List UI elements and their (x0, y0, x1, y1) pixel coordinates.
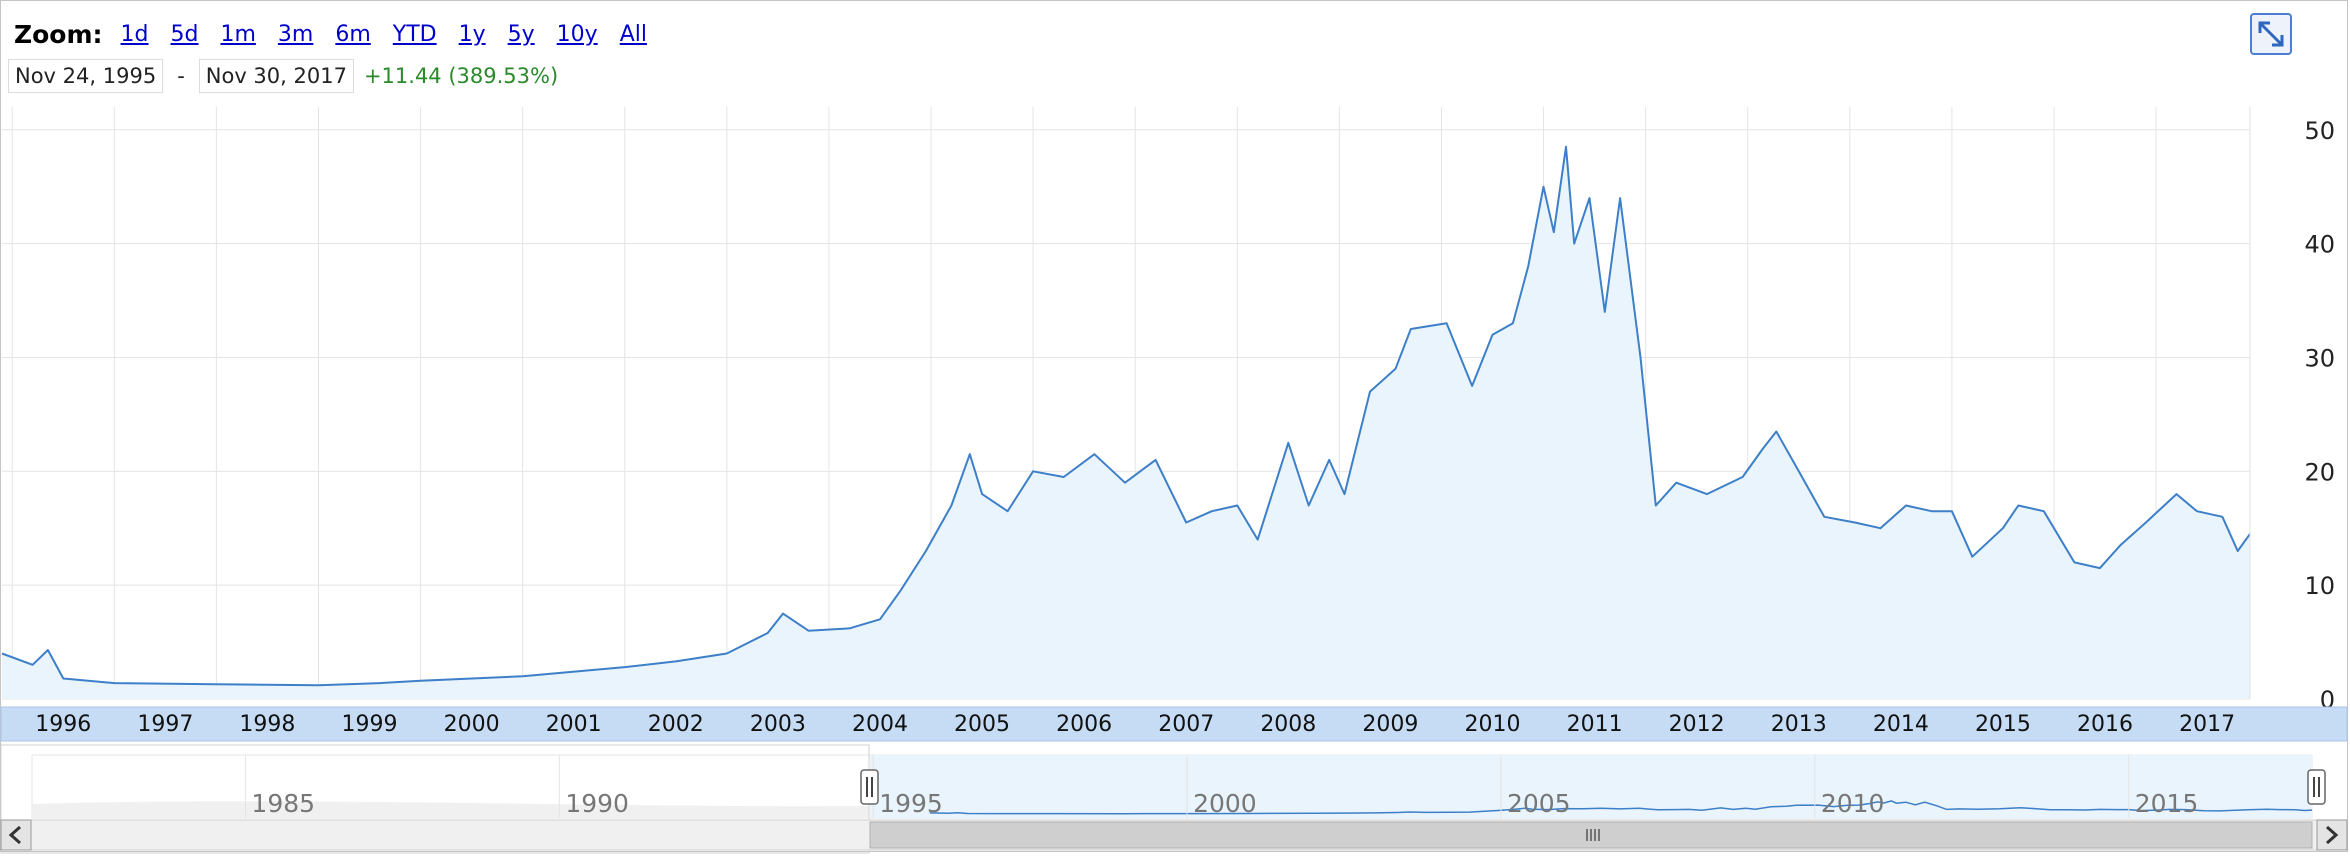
x-tick-label: 2013 (1771, 712, 1827, 737)
navigator-history-area (32, 801, 869, 818)
x-tick-label: 2008 (1260, 712, 1316, 737)
x-tick-label: 2004 (852, 712, 908, 737)
drag-handle-icon[interactable] (860, 769, 879, 805)
range-handle-left[interactable] (860, 769, 879, 805)
x-tick-label: 1996 (35, 712, 91, 737)
x-axis-band (0, 706, 2348, 742)
zoom-5d-link[interactable]: 5d (170, 21, 199, 47)
x-tick-label: 2006 (1056, 712, 1112, 737)
zoom-1d-link[interactable]: 1d (120, 21, 149, 47)
navigator-tick-label: 1995 (879, 789, 943, 818)
zoom-all-link[interactable]: All (619, 21, 647, 47)
zoom-3m-link[interactable]: 3m (277, 21, 314, 47)
x-tick-label: 1998 (239, 712, 295, 737)
x-tick-label: 2003 (750, 712, 806, 737)
y-tick-label: 20 (2304, 458, 2335, 486)
expand-arrows-icon (2258, 21, 2284, 47)
x-tick-label: 2014 (1873, 712, 1929, 737)
x-tick-label: 2011 (1567, 712, 1623, 737)
range-separator: - (177, 64, 185, 88)
fullscreen-button[interactable] (2250, 13, 2292, 55)
navigator-tick-labels: 1985 1990 1995 2000 2005 2010 2015 (244, 755, 2199, 818)
zoom-5y-link[interactable]: 5y (507, 21, 535, 47)
scroll-left-button[interactable] (0, 819, 32, 851)
x-tick-label: 2015 (1975, 712, 2031, 737)
zoom-label: Zoom: (14, 19, 103, 49)
navigator-tick-label: 2015 (2135, 789, 2199, 818)
navigator-tick-label: 1990 (565, 789, 629, 818)
range-end-date[interactable]: Nov 30, 2017 (198, 59, 354, 93)
x-tick-label: 2001 (546, 712, 602, 737)
scroll-right-button[interactable] (2316, 819, 2348, 851)
zoom-1m-link[interactable]: 1m (220, 21, 256, 47)
price-line (1, 145, 2251, 687)
x-tick-label: 2012 (1669, 712, 1725, 737)
drag-handle-icon[interactable] (2307, 769, 2326, 805)
zoom-6m-link[interactable]: 6m (335, 21, 371, 47)
x-tick-label: 2010 (1464, 712, 1520, 737)
chevron-right-icon (2326, 825, 2339, 845)
x-tick-label: 2007 (1158, 712, 1214, 737)
x-tick-label: 2017 (2179, 712, 2235, 737)
navigator-selection[interactable] (870, 755, 2312, 818)
y-tick-label: 50 (2304, 117, 2335, 145)
zoom-toolbar: Zoom: 1d 5d 1m 3m 6m YTD 1y 5y 10y All (14, 14, 669, 54)
range-start-date[interactable]: Nov 24, 1995 (8, 59, 164, 93)
zoom-1y-link[interactable]: 1y (458, 21, 486, 47)
price-area (2, 146, 2250, 700)
x-tick-label: 2009 (1362, 712, 1418, 737)
date-range-row: Nov 24, 1995 - Nov 30, 2017 +11.44 (389.… (8, 56, 558, 96)
y-tick-label: 30 (2304, 344, 2335, 372)
x-tick-label: 2000 (444, 712, 500, 737)
y-tick-label: 10 (2304, 572, 2335, 600)
navigator-tick-label: 1985 (251, 789, 315, 818)
navigator-tick-label: 2010 (1821, 789, 1885, 818)
x-tick-label: 1999 (342, 712, 398, 737)
x-tick-labels: 1996 1997 1998 1999 2000 2001 2002 2003 2004 2005… (35, 712, 2235, 737)
y-tick-label: 40 (2304, 231, 2335, 259)
zoom-ytd-link[interactable]: YTD (392, 21, 437, 47)
chevron-left-icon (8, 825, 21, 845)
x-tick-label: 2005 (954, 712, 1010, 737)
price-change: +11.44 (389.53%) (363, 64, 559, 88)
range-handle-right[interactable] (2307, 769, 2326, 805)
y-axis-panel (2250, 107, 2346, 699)
x-tick-label: 1997 (137, 712, 193, 737)
navigator-tick-label: 2005 (1507, 789, 1571, 818)
x-tick-label: 2016 (2077, 712, 2133, 737)
x-tick-label: 2002 (648, 712, 704, 737)
grip-lines-icon (1586, 829, 1600, 841)
zoom-10y-link[interactable]: 10y (556, 21, 598, 47)
navigator-tick-label: 2000 (1193, 789, 1257, 818)
